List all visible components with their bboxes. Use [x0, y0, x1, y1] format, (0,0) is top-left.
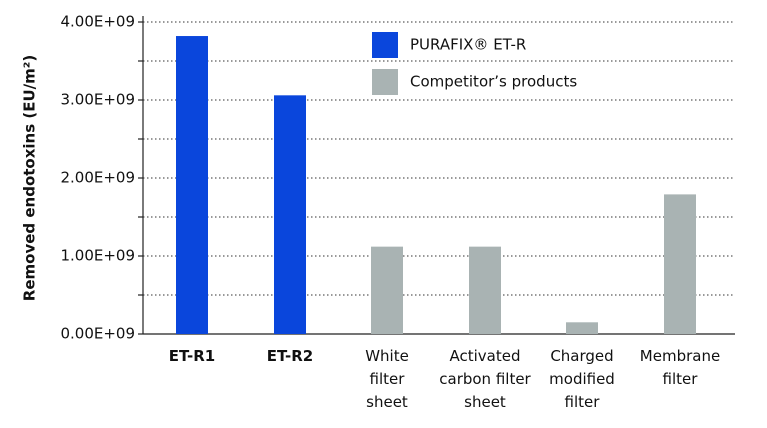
legend-swatch — [372, 32, 398, 58]
x-tick-label: ET-R1 — [169, 347, 216, 365]
x-tick-label: White filter sheet — [365, 347, 409, 411]
x-tick-label: Charged modified filter — [549, 347, 615, 411]
y-tick-label: 2.00E+09 — [60, 169, 135, 187]
bar — [371, 246, 403, 334]
x-tick-label: Membrane filter — [640, 347, 720, 388]
y-tick-label: 4.00E+09 — [60, 13, 135, 31]
x-tick-label: ET-R2 — [267, 347, 314, 365]
y-axis-label: Removed endotoxins (EU/m²) — [21, 55, 39, 301]
bar — [664, 194, 696, 334]
legend-label: PURAFIX® ET-R — [410, 36, 526, 54]
legend-label: Competitor’s products — [410, 73, 577, 91]
y-tick-label: 3.00E+09 — [60, 91, 135, 109]
x-tick-label: Activated carbon filter sheet — [439, 347, 531, 411]
bar — [274, 95, 306, 334]
y-tick-label: 0.00E+09 — [60, 325, 135, 343]
bar — [469, 246, 501, 334]
bar — [566, 322, 598, 334]
bar — [176, 36, 208, 334]
y-tick-label: 1.00E+09 — [60, 247, 135, 265]
legend-swatch — [372, 69, 398, 95]
